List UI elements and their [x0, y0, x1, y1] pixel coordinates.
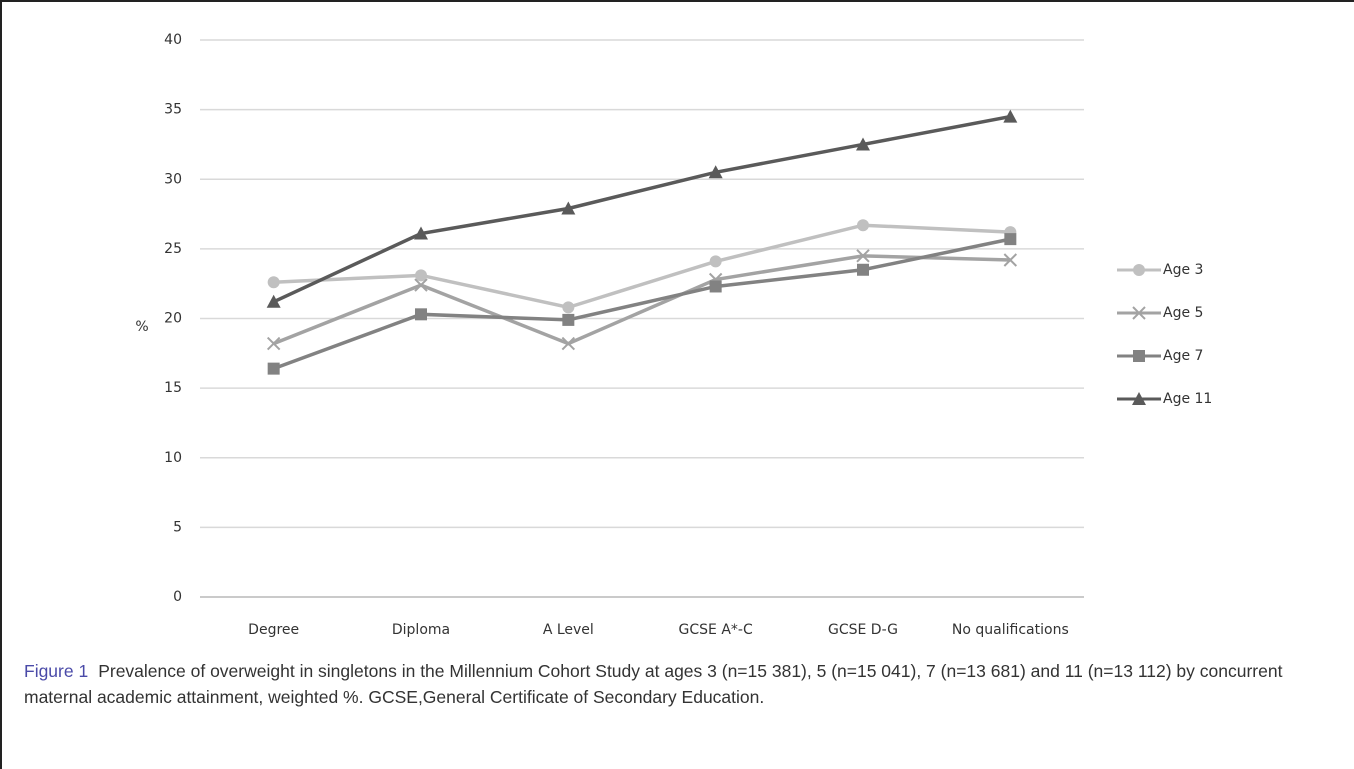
caption: Figure 1 Prevalence of overweight in sing…	[24, 658, 1334, 710]
marker	[1003, 109, 1018, 123]
caption-text: Prevalence of overweight in singletons i…	[24, 661, 1283, 707]
series-line	[272, 114, 1011, 304]
series-line	[273, 254, 1011, 346]
marker	[709, 255, 722, 268]
series-line	[273, 223, 1011, 310]
marker	[1132, 306, 1146, 320]
marker	[1133, 350, 1145, 362]
marker	[708, 165, 723, 179]
marker	[856, 137, 870, 151]
legend-label: Age 11	[1163, 391, 1212, 407]
x-tick-label: A Level	[543, 622, 594, 638]
marker	[709, 280, 722, 293]
y-tick-label: 40	[164, 32, 182, 48]
marker	[562, 313, 575, 326]
marker	[1132, 392, 1146, 405]
marker	[561, 336, 576, 351]
marker	[414, 226, 428, 240]
y-tick-label: 5	[173, 519, 182, 535]
y-tick-label: 20	[164, 311, 182, 327]
marker	[1133, 264, 1145, 276]
marker	[267, 276, 280, 289]
marker	[267, 362, 280, 375]
y-tick-label: 15	[164, 380, 182, 396]
y-axis-label: %	[135, 319, 148, 335]
marker	[857, 219, 869, 232]
y-tick-label: 35	[164, 102, 182, 118]
marker	[1003, 253, 1018, 267]
marker	[266, 294, 281, 308]
legend-label: Age 3	[1163, 262, 1203, 278]
legend-label: Age 5	[1163, 305, 1203, 321]
marker	[414, 278, 428, 292]
marker	[562, 301, 575, 314]
marker	[856, 249, 870, 263]
y-tick-label: 25	[164, 241, 182, 257]
chart: % 0 5 10 15 20 25 30 35 40 Degree Diploma A Level GC…	[135, 32, 1212, 638]
y-tick-label: 0	[173, 589, 182, 605]
figure-label: Figure 1	[24, 661, 89, 681]
marker	[1004, 233, 1017, 246]
x-tick-label: GCSE A*-C	[679, 622, 753, 638]
y-tick-label: 10	[164, 450, 182, 466]
marker	[857, 263, 869, 276]
series-line	[273, 237, 1011, 371]
marker	[561, 201, 576, 215]
x-tick-label: GCSE D-G	[828, 622, 898, 638]
marker	[415, 308, 427, 321]
marker	[415, 269, 427, 282]
x-tick-label: Degree	[248, 622, 299, 638]
x-tick-label: Diploma	[392, 622, 450, 638]
y-tick-label: 30	[164, 171, 182, 187]
x-tick-label: No qualifications	[952, 622, 1069, 638]
legend-label: Age 7	[1163, 348, 1203, 364]
marker	[266, 336, 281, 351]
